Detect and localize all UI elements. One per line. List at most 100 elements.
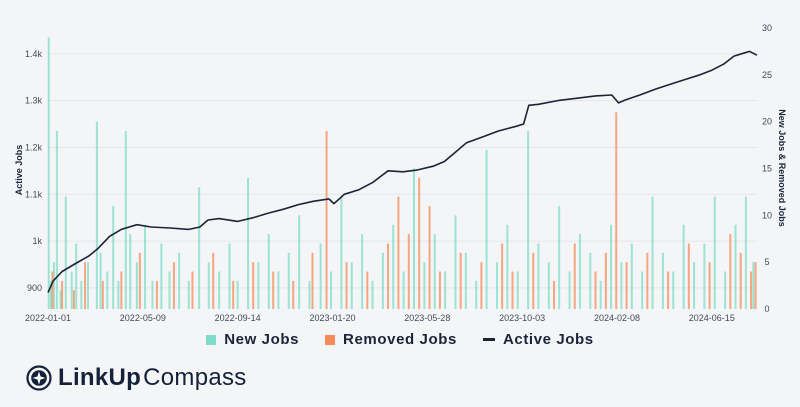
removed-jobs-bar — [397, 196, 400, 309]
removed-jobs-bar — [252, 262, 255, 309]
legend-label-active-jobs: Active Jobs — [502, 331, 594, 348]
new-jobs-swatch — [206, 334, 217, 345]
new-jobs-bar — [64, 196, 67, 309]
new-jobs-bar — [568, 271, 571, 309]
new-jobs-bar — [641, 271, 644, 309]
new-jobs-bar — [661, 252, 664, 309]
new-jobs-bar — [49, 280, 52, 309]
compass-icon — [26, 365, 52, 391]
removed-jobs-bar — [438, 271, 441, 309]
removed-jobs-bar — [155, 280, 158, 309]
right-tick-label: 15 — [762, 164, 772, 174]
new-jobs-bar — [630, 243, 633, 309]
x-tick-label: 2022-05-09 — [120, 313, 166, 323]
removed-jobs-bar — [212, 252, 215, 309]
right-tick-label: 0 — [764, 304, 769, 314]
removed-jobs-bar — [615, 112, 618, 309]
left-tick-label: 900 — [27, 283, 42, 293]
removed-jobs-bar — [687, 243, 690, 309]
new-jobs-bar — [228, 243, 231, 309]
new-jobs-bar — [135, 262, 138, 309]
x-tick-label: 2023-10-03 — [499, 313, 545, 323]
removed-jobs-bar — [292, 280, 295, 309]
new-jobs-bar — [485, 149, 488, 309]
new-jobs-bar — [144, 224, 147, 309]
removed-jobs-bar — [480, 262, 483, 309]
left-tick-label: 1.2k — [25, 142, 43, 152]
right-tick-label: 10 — [762, 210, 772, 220]
removed-jobs-bar — [625, 262, 628, 309]
new-jobs-bar — [112, 205, 115, 309]
removed-jobs-bar — [428, 205, 431, 309]
new-jobs-bar — [340, 196, 343, 309]
new-jobs-bar — [558, 205, 561, 309]
legend-label-removed-jobs: Removed Jobs — [343, 331, 457, 348]
new-jobs-bar — [547, 262, 550, 309]
new-jobs-bar — [160, 243, 163, 309]
new-jobs-bar — [287, 252, 290, 309]
new-jobs-bar — [744, 196, 747, 309]
new-jobs-bar — [361, 234, 364, 309]
new-jobs-bar — [620, 262, 623, 309]
new-jobs-bar — [55, 131, 58, 309]
new-jobs-bar — [198, 187, 201, 309]
removed-jobs-bar — [739, 252, 742, 309]
new-jobs-bar — [129, 234, 132, 309]
removed-jobs-bar — [604, 252, 607, 309]
left-tick-label: 1.1k — [25, 189, 43, 199]
legend-item-removed-jobs[interactable]: Removed Jobs — [325, 331, 457, 348]
new-jobs-bar — [682, 224, 685, 309]
removed-jobs-bar — [138, 252, 141, 309]
new-jobs-bar — [672, 271, 675, 309]
new-jobs-bar — [537, 243, 540, 309]
new-jobs-bar — [319, 243, 322, 309]
new-jobs-bar — [47, 37, 50, 309]
removed-jobs-bar — [459, 252, 462, 309]
new-jobs-bar — [433, 234, 436, 309]
active-jobs-swatch — [482, 338, 495, 341]
x-tick-label: 2023-05-28 — [404, 313, 450, 323]
removed-jobs-bar — [311, 252, 314, 309]
right-tick-label: 30 — [762, 23, 772, 33]
active-jobs-line — [47, 50, 758, 293]
new-jobs-bar — [495, 262, 498, 309]
new-jobs-bar — [124, 131, 127, 309]
new-jobs-bar — [412, 168, 415, 309]
removed-jobs-bar — [232, 280, 235, 309]
active-jobs-line-group — [47, 50, 758, 293]
new-jobs-bar — [516, 271, 519, 309]
removed-jobs-bar — [191, 271, 194, 309]
removed-jobs-bar — [754, 262, 757, 309]
right-tick-label: 25 — [762, 70, 772, 80]
new-jobs-bar — [75, 243, 78, 309]
removed-jobs-bar — [729, 234, 732, 309]
new-jobs-bar — [308, 280, 311, 309]
new-jobs-bar — [257, 262, 260, 309]
new-jobs-bar — [402, 271, 405, 309]
gridlines — [48, 53, 757, 289]
removed-jobs-bar — [646, 252, 649, 309]
removed-jobs-bar — [387, 243, 390, 309]
removed-jobs-bar — [407, 234, 410, 309]
left-tick-label: 1.3k — [25, 96, 43, 106]
new-jobs-bar — [106, 271, 109, 309]
new-jobs-bar — [330, 271, 333, 309]
removed-jobs-bar — [750, 271, 753, 309]
new-jobs-bar — [371, 280, 374, 309]
removed-jobs-bar — [418, 177, 421, 309]
removed-jobs-bar — [511, 271, 514, 309]
new-jobs-bar — [218, 271, 221, 309]
logo: LinkUp Compass — [26, 364, 247, 392]
new-jobs-bar — [247, 177, 250, 309]
removed-jobs-swatch — [325, 334, 336, 345]
removed-jobs-bar — [272, 271, 275, 309]
new-jobs-bar — [475, 280, 478, 309]
legend-item-new-jobs[interactable]: New Jobs — [206, 331, 299, 348]
new-jobs-bar — [693, 262, 696, 309]
legend-item-active-jobs[interactable]: Active Jobs — [482, 331, 594, 348]
right-axis-ticks: 0 5 10 15 20 25 30 — [762, 23, 772, 314]
new-jobs-bar — [752, 262, 755, 309]
right-axis-title: New Jobs & Removed Jobs — [777, 109, 787, 227]
new-jobs-bar — [267, 234, 270, 309]
new-jobs-bar — [70, 271, 73, 309]
